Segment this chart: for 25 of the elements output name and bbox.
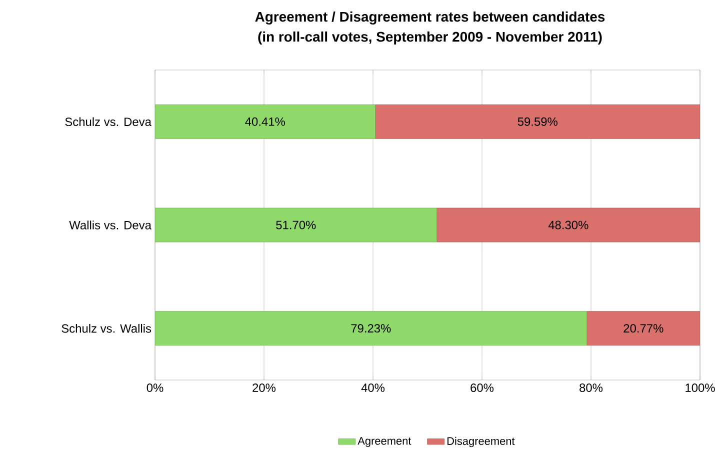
legend-label: Disagreement	[447, 436, 515, 448]
chart-subtitle: (in roll-call votes, September 2009 - November 2011)	[258, 31, 602, 44]
x-tick-label: 0%	[146, 384, 164, 392]
bar	[155, 208, 437, 242]
bar	[375, 104, 700, 139]
chart-title: Agreement / Disagreement rates between candidates	[255, 11, 605, 25]
data-label: 51.70%	[276, 220, 316, 230]
bar	[155, 311, 588, 346]
data-label: 20.77%	[624, 324, 664, 333]
data-label: 59.59%	[518, 117, 558, 126]
legend-label: Agreement	[358, 437, 412, 447]
x-tick-label: 100%	[686, 384, 715, 392]
data-label: 79.23%	[351, 324, 391, 333]
bar	[436, 208, 700, 242]
y-tick-label: Schulz vs. Wallis	[62, 324, 152, 333]
x-tick-label: 20%	[252, 384, 276, 392]
y-tick-label: Wallis vs. Deva	[69, 220, 152, 230]
x-tick-label: 80%	[580, 384, 603, 392]
bar	[155, 104, 376, 139]
bar	[586, 311, 700, 346]
data-label: 40.41%	[245, 117, 285, 126]
data-label: 48.30%	[548, 220, 588, 230]
x-tick-label: 40%	[361, 384, 385, 392]
x-tick-label: 60%	[470, 384, 494, 392]
y-tick-label: Schulz vs. Deva	[65, 117, 152, 126]
